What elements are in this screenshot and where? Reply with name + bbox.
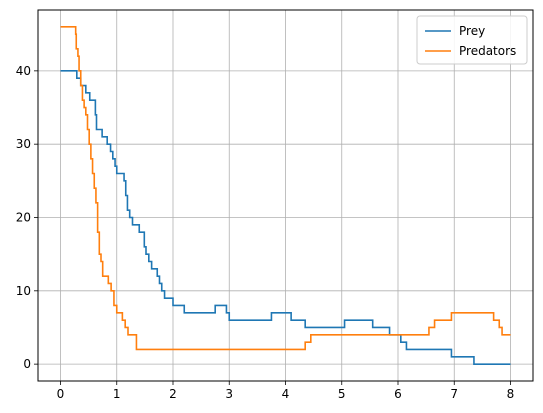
y-tick-label: 0	[23, 357, 31, 371]
x-tick-label: 5	[338, 387, 346, 401]
legend-box	[416, 15, 528, 65]
y-tick-label: 10	[16, 284, 31, 298]
series-line-predators	[60, 26, 511, 351]
x-tick-label: 2	[169, 387, 177, 401]
x-tick-label: 7	[450, 387, 458, 401]
x-tick-label: 1	[113, 387, 121, 401]
y-tick-label: 20	[16, 210, 31, 224]
ticks: 0 1 2 3 4 5 6 7 8 0 10 20 30 40	[16, 64, 515, 401]
x-tick-label: 0	[57, 387, 65, 401]
series-layer	[60, 26, 511, 365]
y-tick-label: 30	[16, 137, 31, 151]
grid	[38, 10, 533, 381]
x-tick-label: 6	[394, 387, 402, 401]
x-tick-label: 3	[225, 387, 233, 401]
legend-label-predators: Predators	[459, 44, 516, 58]
y-tick-label: 40	[16, 64, 31, 78]
legend: Prey Predators	[416, 15, 528, 65]
x-tick-label: 8	[507, 387, 515, 401]
legend-label-prey: Prey	[459, 24, 485, 38]
series-line-prey	[60, 70, 511, 365]
x-tick-label: 4	[282, 387, 290, 401]
